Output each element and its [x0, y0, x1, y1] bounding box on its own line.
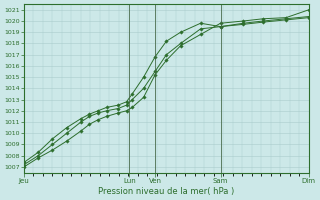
- X-axis label: Pression niveau de la mer( hPa ): Pression niveau de la mer( hPa ): [98, 187, 235, 196]
